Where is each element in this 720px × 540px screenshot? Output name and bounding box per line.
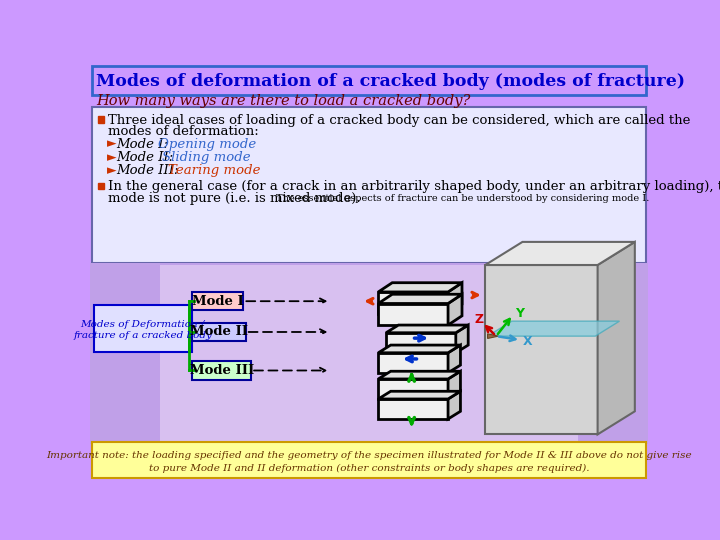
Text: Mode I:: Mode I: — [117, 138, 173, 151]
Polygon shape — [378, 372, 461, 379]
FancyBboxPatch shape — [91, 66, 647, 95]
Text: Mode II:: Mode II: — [117, 151, 178, 164]
FancyBboxPatch shape — [90, 262, 648, 444]
Text: ►: ► — [107, 164, 117, 177]
Polygon shape — [378, 379, 448, 399]
Polygon shape — [485, 242, 635, 265]
Polygon shape — [448, 294, 462, 325]
FancyBboxPatch shape — [192, 323, 246, 341]
Text: Z: Z — [474, 313, 484, 326]
Text: In the general case (for a crack in an arbitrarily shaped body, under an arbitra: In the general case (for a crack in an a… — [108, 180, 720, 193]
Text: Modes of deformation of a cracked body (modes of fracture): Modes of deformation of a cracked body (… — [96, 73, 685, 90]
FancyBboxPatch shape — [98, 183, 104, 189]
Polygon shape — [378, 294, 462, 303]
Text: Three ideal cases of loading of a cracked body can be considered, which are call: Three ideal cases of loading of a cracke… — [108, 114, 690, 127]
Polygon shape — [378, 392, 461, 399]
Polygon shape — [448, 372, 461, 399]
Polygon shape — [448, 283, 462, 314]
Text: modes of deformation:: modes of deformation: — [108, 125, 258, 138]
Polygon shape — [456, 325, 468, 353]
Polygon shape — [378, 399, 448, 419]
Text: Mode II: Mode II — [189, 326, 248, 339]
Text: Modes of Deformation /: Modes of Deformation / — [81, 320, 205, 329]
Text: Sliding mode: Sliding mode — [162, 151, 251, 164]
Text: How many ways are there to load a cracked body?: How many ways are there to load a cracke… — [96, 94, 471, 108]
Text: Mode III:: Mode III: — [117, 164, 183, 177]
Text: Important note: the loading specified and the geometry of the specimen illustrat: Important note: the loading specified an… — [46, 451, 692, 460]
Polygon shape — [485, 265, 598, 434]
FancyBboxPatch shape — [192, 292, 243, 310]
Text: ►: ► — [107, 138, 117, 151]
Polygon shape — [378, 345, 461, 353]
Text: ►: ► — [107, 151, 117, 164]
Text: mode is not pure (i.e. is mixed mode).: mode is not pure (i.e. is mixed mode). — [108, 192, 361, 205]
FancyBboxPatch shape — [94, 305, 192, 352]
Polygon shape — [487, 321, 619, 336]
Text: Mode III: Mode III — [189, 364, 254, 377]
Polygon shape — [448, 345, 461, 373]
Polygon shape — [378, 353, 448, 373]
Polygon shape — [598, 242, 635, 434]
Text: X: X — [523, 335, 533, 348]
FancyBboxPatch shape — [160, 265, 578, 442]
Polygon shape — [378, 292, 448, 314]
Polygon shape — [378, 303, 448, 325]
Polygon shape — [378, 283, 462, 292]
Text: Y: Y — [515, 307, 523, 320]
Polygon shape — [386, 325, 468, 333]
FancyBboxPatch shape — [98, 117, 104, 123]
FancyBboxPatch shape — [91, 107, 647, 262]
Text: fracture of a cracked body: fracture of a cracked body — [73, 332, 212, 340]
Polygon shape — [487, 334, 498, 339]
Text: Mode I: Mode I — [192, 295, 244, 308]
FancyBboxPatch shape — [92, 442, 646, 478]
FancyBboxPatch shape — [192, 361, 251, 380]
Text: The essential aspects of fracture can be understood by considering mode I.: The essential aspects of fracture can be… — [276, 194, 649, 203]
Text: Opening mode: Opening mode — [158, 138, 256, 151]
Text: to pure Mode II and II deformation (other constraints or body shapes are require: to pure Mode II and II deformation (othe… — [149, 464, 589, 473]
Text: Tearing mode: Tearing mode — [168, 164, 260, 177]
Polygon shape — [386, 333, 456, 353]
Polygon shape — [448, 392, 461, 419]
